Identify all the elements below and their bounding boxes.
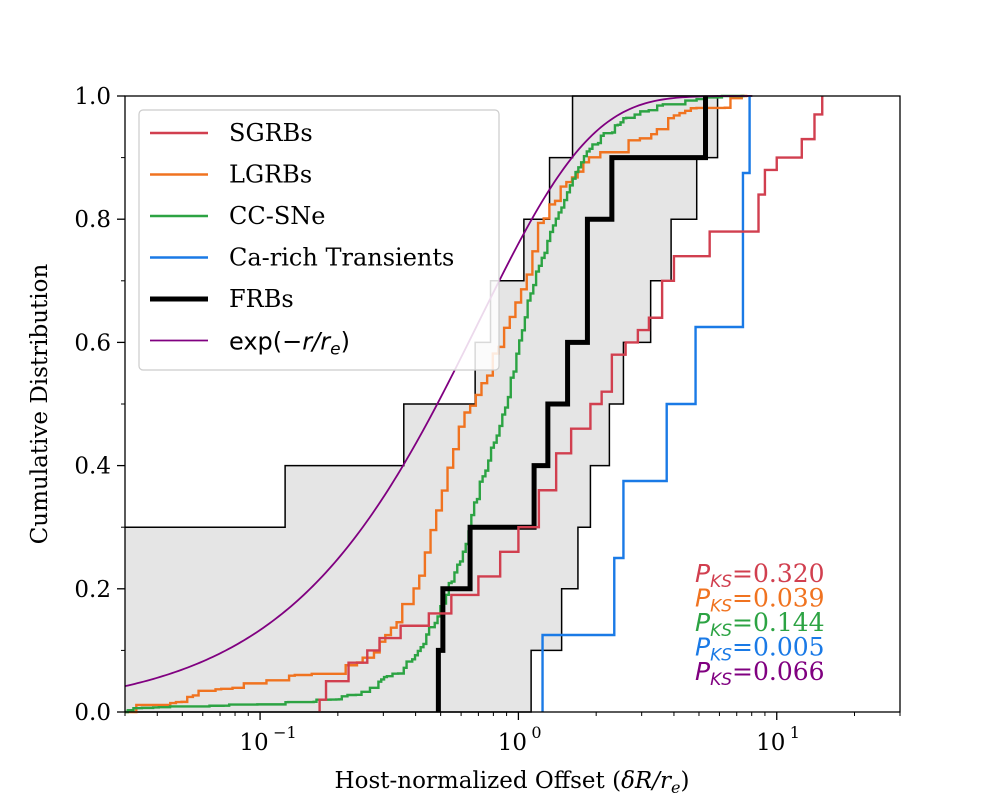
axes: 0.00.20.40.60.81.010 −1 10 0 10 1 [74, 84, 901, 756]
legend-label-lgrb: LGRBs [229, 161, 312, 189]
series-carich [541, 96, 751, 712]
legend-label-sgrb: SGRBs [229, 119, 313, 147]
legend-label-frb: FRBs [229, 285, 294, 313]
series-lgrb [125, 94, 748, 714]
ks-value-ccsn: PKS=0.144 [695, 608, 825, 641]
legend-label-expo: exp(−r/re) [229, 328, 350, 360]
series-ccsn [125, 94, 745, 714]
legend-box [138, 109, 500, 371]
ks-annotations: PKS=0.320PKS=0.039PKS=0.144PKS=0.005PKS=… [695, 559, 825, 690]
ks-value-carich: PKS=0.005 [695, 633, 825, 666]
ks-value-lgrb: PKS=0.039 [695, 584, 825, 617]
legend-label-carich: Ca-rich Transients [229, 244, 454, 272]
y-axis-label: Cumulative Distribution [27, 264, 53, 545]
x-tick-label: 10 [498, 730, 527, 756]
y-tick-label: 0.6 [74, 330, 111, 356]
series-sgrb [318, 96, 824, 712]
band-lower-edge [125, 95, 753, 713]
x-tick-exponent: −1 [273, 723, 297, 742]
legend: SGRBs LGRBs CC-SNe Ca-rich Transients FRBs ex… [138, 109, 500, 371]
x-tick-label: 10 [756, 730, 785, 756]
ks-value-sgrb: PKS=0.320 [695, 559, 825, 592]
series-frb [435, 96, 709, 712]
legend-label-ccsn: CC-SNe [229, 202, 325, 230]
y-tick-label: 0.0 [74, 700, 111, 726]
y-tick-label: 0.8 [74, 207, 111, 233]
ks-value-expo: PKS=0.066 [695, 657, 825, 690]
y-tick-label: 0.2 [74, 577, 111, 603]
series-expo [124, 95, 752, 688]
series-lines [124, 94, 824, 714]
y-tick-label: 1.0 [74, 84, 111, 110]
x-axis-label: Host-normalized Offset (δR/re) [335, 768, 690, 797]
x-tick-label: 10 [239, 730, 268, 756]
x-tick-exponent: 1 [790, 723, 800, 742]
y-tick-label: 0.4 [74, 454, 111, 480]
x-tick-exponent: 0 [531, 723, 541, 742]
